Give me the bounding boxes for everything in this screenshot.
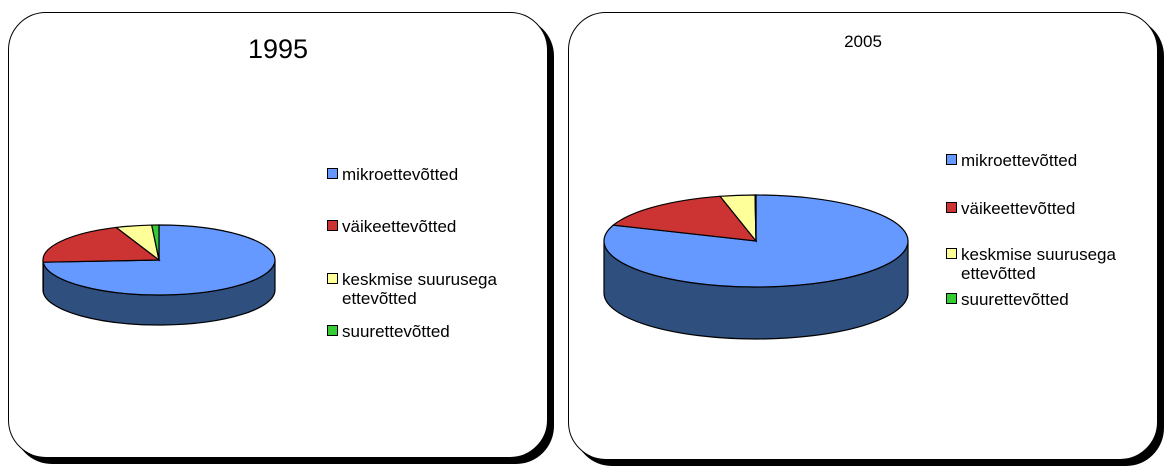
legend-swatch [946,154,957,165]
legend-swatch [327,273,338,284]
legend-label: väikeettevõtted [961,199,1075,218]
legend-swatch [946,293,957,304]
legend-label: väikeettevõtted [342,217,456,236]
legend-swatch [946,202,957,213]
legend-label: mikroettevõtted [342,165,458,184]
legend-swatch [946,248,957,259]
legend-swatch [327,325,338,336]
legend-swatch [327,220,338,231]
pie-chart-1995 [8,12,548,458]
legend-label: mikroettevõtted [961,151,1077,170]
legend-label: suurettevõtted [342,322,450,341]
pie-chart-2005 [568,12,1158,460]
legend-label: keskmise suurusega ettevõtted [961,245,1116,283]
legend-label: suurettevõtted [961,290,1069,309]
legend-swatch [327,168,338,179]
legend-label: keskmise suurusega ettevõtted [342,270,497,308]
